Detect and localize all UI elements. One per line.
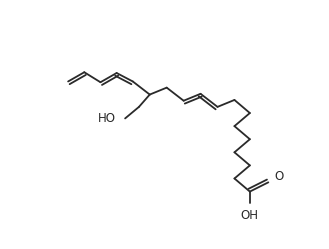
Text: OH: OH bbox=[241, 209, 259, 222]
Text: O: O bbox=[274, 170, 284, 183]
Text: HO: HO bbox=[98, 112, 116, 125]
